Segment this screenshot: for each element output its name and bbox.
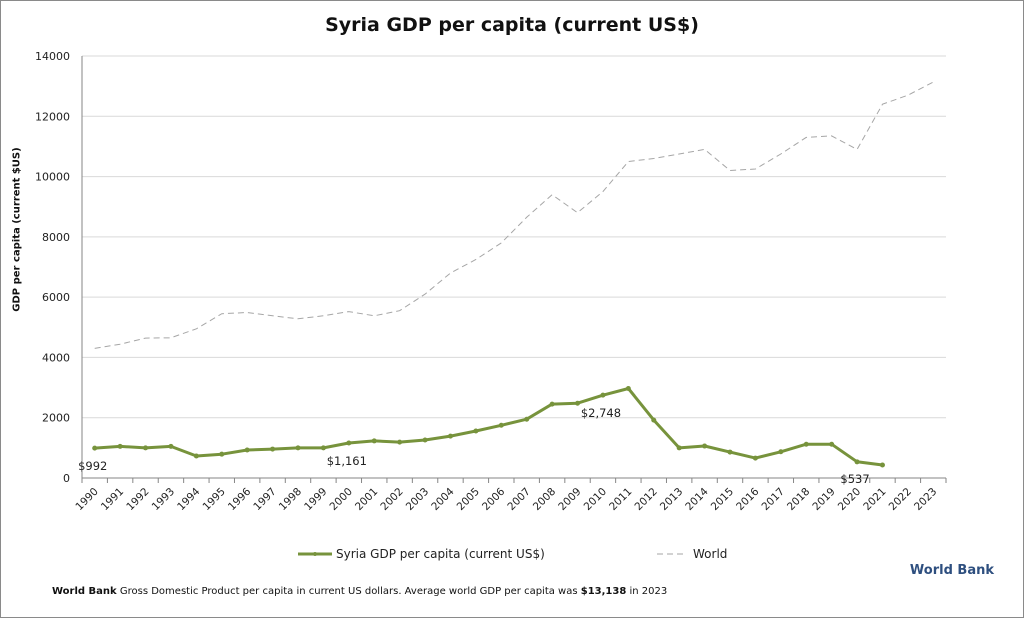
data-point-syria (422, 437, 428, 443)
x-tick-label: 2015 (709, 486, 736, 513)
data-point-syria (244, 447, 250, 453)
data-point-syria (295, 445, 301, 451)
data-point-syria (92, 445, 98, 451)
x-tick-label: 2022 (887, 486, 914, 513)
data-point-syria (397, 439, 403, 445)
data-point-syria (879, 462, 885, 468)
data-point-syria (676, 445, 682, 451)
data-point-syria (651, 417, 657, 423)
y-tick-label: 6000 (42, 291, 70, 304)
y-tick-label: 10000 (35, 171, 70, 184)
x-tick-label: 2011 (607, 486, 634, 513)
legend-world-swatch (657, 553, 687, 555)
x-tick-label: 2001 (353, 486, 380, 513)
footnote-text: Gross Domestic Product per capita in cur… (119, 586, 581, 597)
data-point-syria (778, 449, 784, 455)
x-tick-label: 1995 (200, 486, 227, 513)
footnote-suffix: in 2023 (626, 586, 668, 597)
data-point-syria (803, 441, 809, 447)
data-point-syria (600, 392, 606, 398)
data-point-syria (727, 449, 733, 455)
data-point-syria (702, 443, 708, 449)
x-tick-label: 1996 (226, 485, 254, 513)
x-tick-label: 2019 (810, 486, 837, 513)
footnote-source: World Bank (52, 586, 117, 597)
data-point-syria (193, 453, 199, 459)
x-tick-label: 2008 (531, 486, 558, 513)
y-tick-label: 2000 (42, 412, 70, 425)
chart-title: Syria GDP per capita (current US$) (325, 14, 699, 36)
data-point-syria (219, 451, 225, 457)
data-point-syria (498, 422, 504, 428)
x-tick-label: 2017 (760, 486, 787, 513)
y-tick-label: 12000 (35, 110, 70, 123)
y-tick-label: 0 (63, 472, 70, 485)
series-line-syria (94, 387, 883, 467)
brand-label: World Bank (909, 563, 994, 578)
data-point-syria (371, 438, 377, 444)
data-label: $992 (78, 459, 107, 473)
x-tick-label: 1997 (251, 486, 278, 513)
legend-world-label: World (693, 547, 728, 561)
data-label: $537 (840, 472, 869, 486)
x-tick-label: 2013 (658, 486, 685, 513)
y-tick-label: 8000 (42, 231, 70, 244)
series-line-world (94, 81, 934, 349)
footnote: World Bank Gross Domestic Product per ca… (52, 586, 667, 597)
x-tick-label: 2010 (582, 486, 609, 513)
x-tick-label: 2020 (836, 486, 863, 513)
data-point-syria (524, 416, 530, 422)
data-point-syria (549, 401, 555, 407)
data-point-syria (346, 440, 352, 446)
data-point-syria (625, 385, 631, 391)
x-tick-label: 1999 (302, 486, 329, 513)
footnote-value: $13,138 (580, 586, 627, 597)
x-tick-label: 2005 (455, 486, 482, 513)
data-point-syria (168, 443, 174, 449)
x-tick-label: 1992 (124, 486, 151, 513)
x-tick-label: 1993 (150, 486, 177, 513)
x-tick-label: 2018 (785, 486, 812, 513)
data-point-syria (752, 455, 758, 461)
x-tick-label: 2023 (912, 486, 939, 513)
data-point-syria (270, 446, 276, 452)
x-tick-label: 2012 (632, 486, 659, 513)
x-tick-label: 2009 (556, 486, 583, 513)
x-tick-label: 2007 (505, 486, 532, 513)
x-tick-label: 2021 (861, 486, 888, 513)
x-tick-label: 2000 (328, 486, 355, 513)
data-label: $2,748 (581, 406, 621, 420)
x-tick-label: 2002 (378, 486, 405, 513)
data-point-syria (473, 428, 479, 434)
y-tick-label: 4000 (42, 351, 70, 364)
x-tick-label: 1990 (73, 486, 100, 513)
x-tick-label: 1991 (99, 486, 126, 513)
x-tick-label: 1998 (277, 486, 304, 513)
data-point-syria (117, 443, 123, 449)
x-tick-label: 2016 (734, 485, 762, 513)
data-point-syria (829, 441, 835, 447)
x-tick-label: 2003 (404, 486, 431, 513)
x-tick-label: 2014 (683, 485, 711, 513)
data-point-syria (320, 445, 326, 451)
y-tick-label: 14000 (35, 50, 70, 63)
legend-syria-label: Syria GDP per capita (current US$) (336, 547, 545, 561)
x-tick-label: 2006 (480, 485, 508, 513)
data-point-syria (575, 400, 581, 406)
data-label: $1,161 (327, 454, 367, 468)
legend-syria-swatch (298, 552, 332, 556)
x-tick-label: 2004 (429, 485, 457, 513)
data-point-syria (854, 459, 860, 465)
legend-item-world: World (655, 547, 727, 561)
legend-item-syria: Syria GDP per capita (current US$) (298, 547, 545, 561)
x-tick-label: 1994 (175, 485, 203, 513)
data-point-syria (143, 445, 149, 451)
data-point-syria (447, 433, 453, 439)
